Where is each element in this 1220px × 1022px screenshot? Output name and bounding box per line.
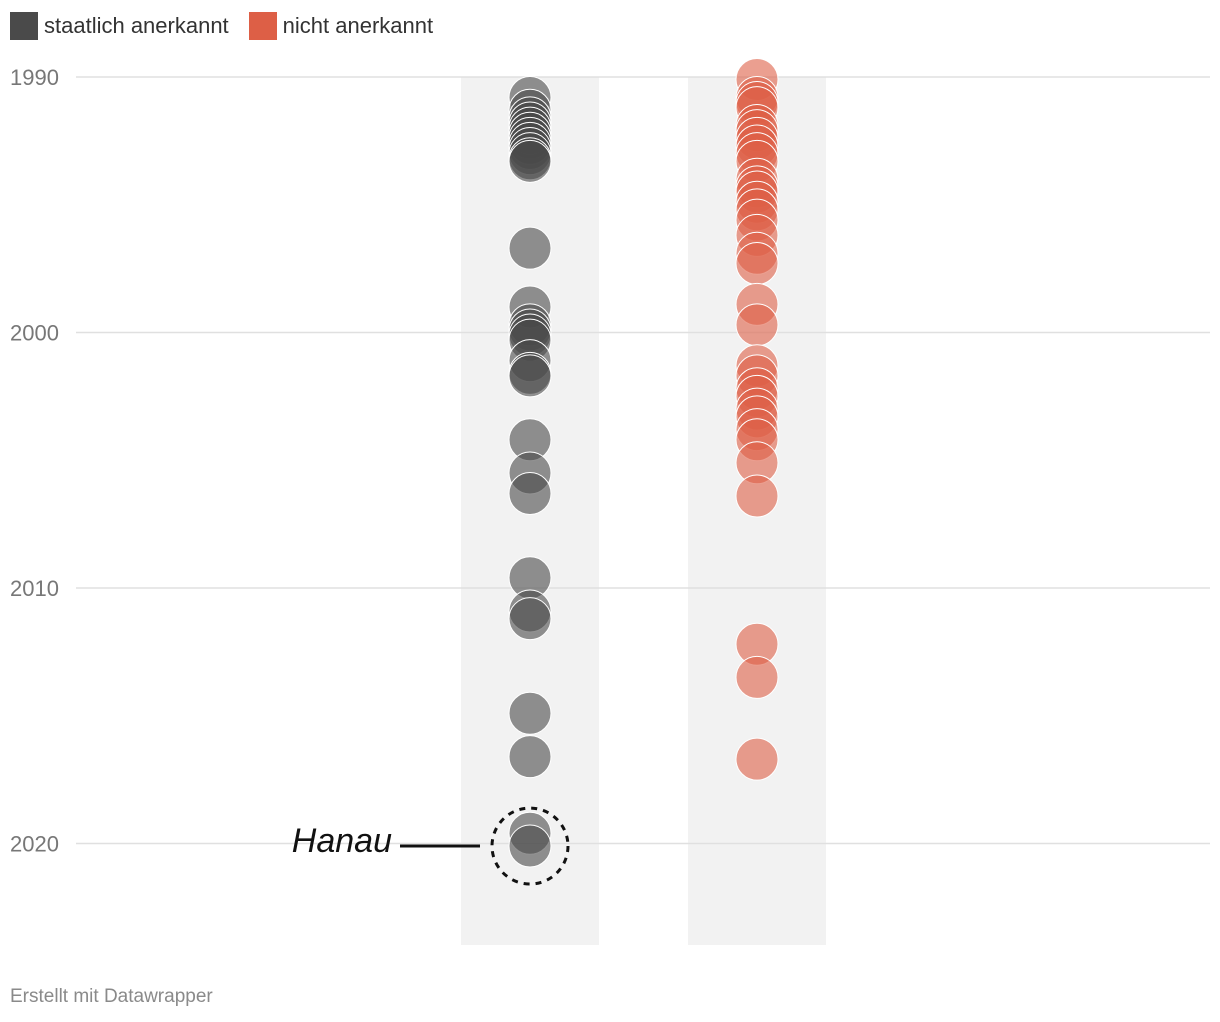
data-point-1-30 — [735, 474, 779, 518]
data-point-0-27 — [508, 691, 552, 735]
dot-strip-chart: 1990 2000 2010 2020 Hanau — [10, 58, 1210, 945]
data-point-0-20 — [508, 354, 552, 398]
data-point-1-32 — [735, 655, 779, 699]
annotation-ring — [490, 806, 570, 886]
data-point-1-33 — [735, 737, 779, 781]
legend-label-not-recognized: nicht anerkannt — [282, 13, 434, 38]
legend: staatlich anerkannt nicht anerkannt — [10, 12, 453, 40]
data-point-0-12 — [508, 226, 552, 270]
data-point-0-26 — [508, 597, 552, 641]
y-tick-label-2000: 2000 — [10, 321, 59, 346]
legend-item-not-recognized[interactable]: nicht anerkannt — [248, 12, 434, 40]
legend-item-recognized[interactable]: staatlich anerkannt — [10, 12, 229, 40]
legend-label-recognized: staatlich anerkannt — [44, 13, 229, 38]
legend-swatch-recognized — [10, 12, 38, 40]
annotation-label: Hanau — [292, 822, 392, 860]
data-point-0-28 — [508, 735, 552, 779]
y-tick-label-1990: 1990 — [10, 65, 59, 90]
y-tick-label-2010: 2010 — [10, 576, 59, 601]
data-point-1-20 — [735, 303, 779, 347]
legend-swatch-not-recognized — [248, 12, 277, 40]
footer-credit: Erstellt mit Datawrapper — [10, 986, 213, 1007]
y-tick-label-2020: 2020 — [10, 832, 59, 857]
data-point-1-18 — [735, 242, 779, 286]
data-point-0-11 — [508, 139, 552, 183]
data-point-0-23 — [508, 471, 552, 515]
data-point-0-30 — [508, 824, 552, 868]
